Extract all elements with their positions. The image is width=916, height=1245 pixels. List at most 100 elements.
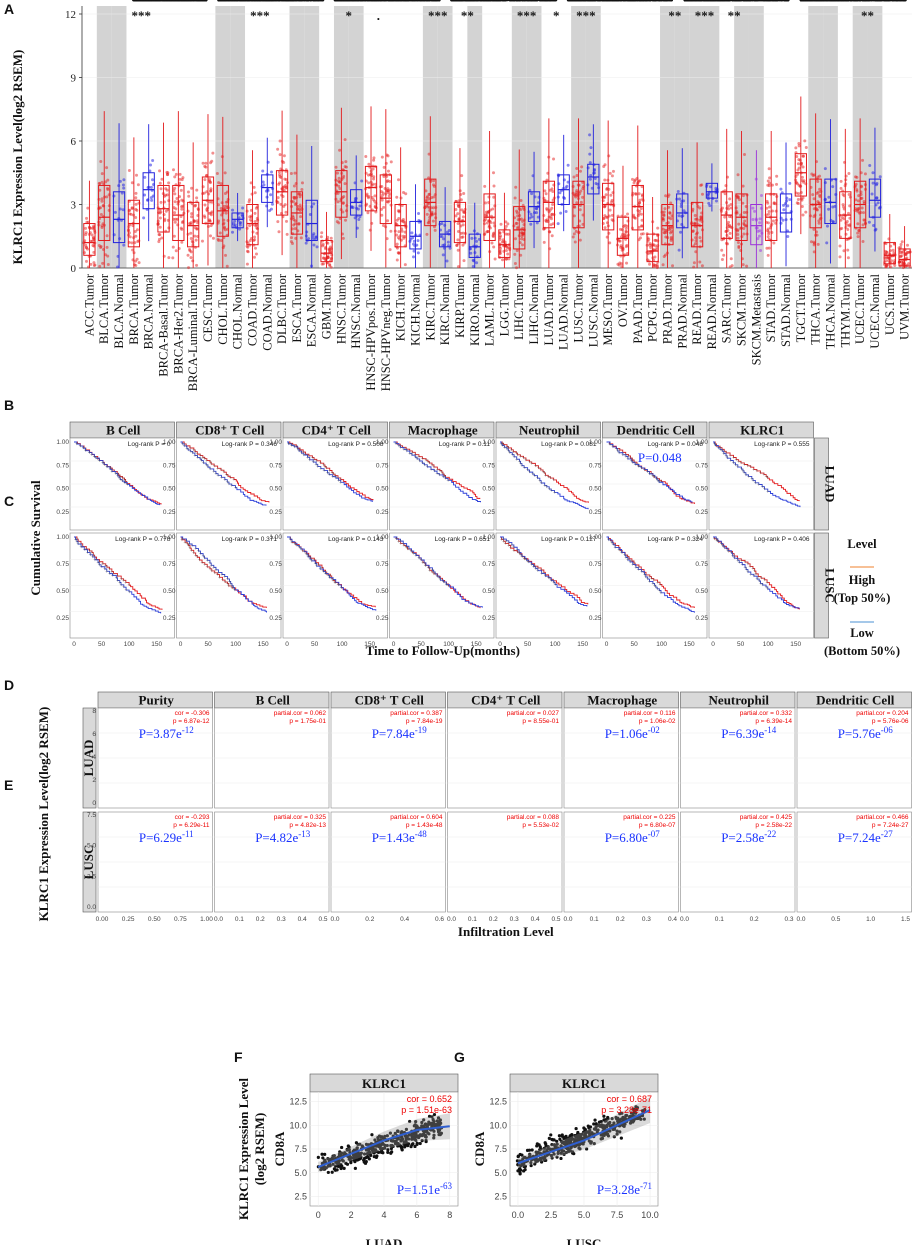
data-point	[189, 231, 193, 235]
data-point	[890, 259, 894, 263]
x-tick-label: 100	[337, 641, 348, 648]
data-point	[610, 198, 614, 202]
category-label: THYM.Tumor	[838, 273, 852, 347]
data-point	[700, 192, 704, 196]
y-tick-label: 0.75	[56, 561, 69, 568]
data-point	[203, 215, 207, 219]
box-group	[200, 114, 215, 266]
data-point	[804, 145, 808, 149]
data-point	[564, 186, 568, 190]
data-point	[720, 248, 724, 252]
data-point	[297, 222, 301, 226]
data-point	[189, 236, 193, 240]
data-point	[844, 178, 848, 182]
data-point	[280, 193, 284, 197]
data-point	[120, 191, 124, 195]
category-label: UCS.Tumor	[883, 273, 897, 335]
significance-mark: ***	[250, 8, 270, 23]
data-point	[425, 212, 429, 216]
data-point	[291, 200, 295, 204]
data-point	[180, 207, 184, 211]
cor-label: cor = -0.293	[175, 814, 210, 821]
data-point	[492, 232, 496, 236]
data-point	[186, 232, 190, 236]
data-point	[891, 248, 895, 252]
category-label: KIRC.Normal	[438, 273, 452, 345]
data-point	[669, 201, 673, 205]
data-point	[134, 264, 138, 268]
data-point	[775, 182, 779, 186]
data-point	[722, 253, 726, 257]
data-point	[341, 236, 345, 240]
data-point	[289, 236, 293, 240]
data-point	[367, 162, 371, 166]
data-point	[520, 237, 524, 241]
box-group	[171, 111, 186, 268]
data-point	[581, 195, 585, 199]
data-point	[365, 194, 369, 198]
data-point	[193, 226, 197, 230]
box	[513, 206, 526, 250]
data-point	[875, 196, 879, 200]
data-point	[283, 203, 287, 207]
y-tick-label: 4	[92, 754, 96, 761]
data-point	[193, 204, 197, 208]
y-tick-label: 0.25	[163, 615, 176, 622]
data-point	[662, 213, 666, 217]
data-point	[130, 206, 134, 210]
data-point	[246, 245, 250, 249]
data-point	[380, 198, 384, 202]
data-point	[202, 191, 206, 195]
x-tick-label: 150	[258, 641, 269, 648]
data-point	[536, 201, 540, 205]
data-point	[298, 203, 302, 207]
x-tick-label: 50	[524, 641, 532, 648]
data-point	[121, 208, 125, 212]
data-point	[515, 266, 519, 270]
data-point	[99, 244, 103, 248]
data-point	[308, 212, 312, 216]
data-point	[831, 185, 835, 189]
data-point	[172, 206, 176, 210]
box-group	[260, 137, 275, 228]
data-point	[130, 241, 134, 245]
data-point	[827, 195, 831, 199]
data-point	[173, 192, 177, 196]
data-point	[134, 191, 138, 195]
data-point	[245, 262, 249, 266]
data-point	[200, 239, 204, 243]
data-point	[639, 207, 643, 211]
data-point	[118, 207, 122, 211]
data-point	[884, 255, 888, 259]
data-point	[856, 199, 860, 203]
data-point	[282, 185, 286, 189]
category-label: SKCM.Tumor	[735, 273, 749, 346]
data-point	[573, 193, 577, 197]
data-point	[293, 222, 297, 226]
category-label: LUAD.Tumor	[542, 273, 556, 345]
x-tick-label: 100	[656, 641, 667, 648]
data-point	[130, 181, 134, 185]
data-point	[573, 240, 577, 244]
y-tick-label: 0.25	[589, 615, 602, 622]
box-group	[378, 109, 393, 268]
data-point	[757, 234, 761, 238]
data-point	[372, 156, 376, 160]
data-point	[544, 192, 548, 196]
panel-label: C	[4, 493, 14, 509]
data-point	[462, 192, 466, 196]
data-point	[137, 201, 141, 205]
data-point	[203, 178, 207, 182]
data-point	[662, 231, 666, 235]
data-point	[216, 203, 220, 207]
data-point	[714, 186, 718, 190]
data-point	[786, 204, 790, 208]
survival-plot: ++++++++++++++++++++++++++++++++++++++++…	[56, 532, 175, 648]
data-point	[839, 179, 843, 183]
facet-title: Neutrophil	[519, 423, 580, 438]
data-point	[97, 181, 101, 185]
data-point	[445, 259, 449, 263]
data-point	[335, 220, 339, 224]
data-point	[193, 234, 197, 238]
data-point	[619, 244, 623, 248]
